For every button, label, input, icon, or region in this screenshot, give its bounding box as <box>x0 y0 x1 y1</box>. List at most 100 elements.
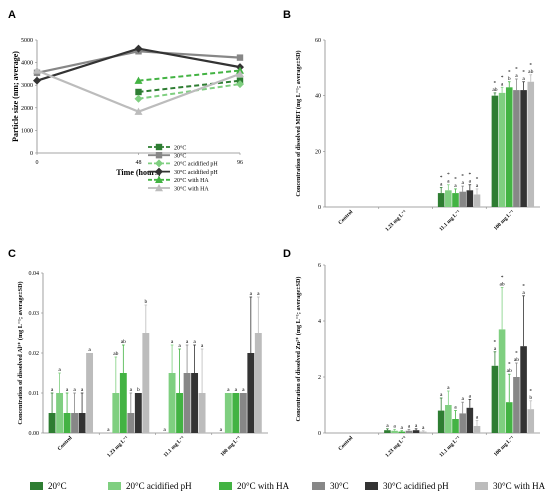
category-label: Control <box>57 435 74 452</box>
significance-label: ab <box>528 69 533 75</box>
y-tick-label: 0 <box>318 205 321 211</box>
bar <box>176 393 184 433</box>
significance-label: a <box>81 387 84 393</box>
significance-label: a <box>422 425 425 431</box>
y-tick-label: 4000 <box>21 61 33 67</box>
significance-label: a <box>58 367 61 373</box>
y-axis-title: Concentration of dissolved Al³⁺ (mg L⁻¹;… <box>17 281 24 424</box>
bar <box>384 430 391 433</box>
bar <box>491 95 499 207</box>
y-tick-label: 20 <box>315 149 321 155</box>
y-tick-label: 6 <box>318 263 321 269</box>
bar <box>473 194 481 207</box>
category-label: 11.1 mg L⁻¹ <box>438 209 462 233</box>
significance-label: * <box>440 175 443 181</box>
y-axis-title: Concentration of dissolved Zn²⁺ (mg L⁻¹;… <box>295 277 302 422</box>
data-point <box>134 107 143 115</box>
significance-label: * <box>508 362 511 368</box>
legend-label: 20°C <box>174 144 186 151</box>
significance-label: ab <box>113 351 118 357</box>
panel-d-bar-chart: 0 2 4 6 Control 1.23 mg L⁻¹ 11.1 mg L⁻¹ 100 mg … <box>295 263 540 459</box>
bar <box>78 413 86 433</box>
category-label: Control <box>337 209 354 226</box>
significance-label: a <box>130 387 133 393</box>
bar <box>168 373 176 433</box>
bar <box>224 393 232 433</box>
legend-swatch <box>30 482 43 490</box>
significance-label: a <box>408 423 411 429</box>
significance-label: a <box>494 346 497 352</box>
significance-label: * <box>494 339 497 345</box>
significance-label: ab <box>499 281 504 287</box>
significance-label: a <box>193 339 196 345</box>
legend-label: 30°C acidified pH <box>383 481 449 491</box>
bar <box>254 333 262 433</box>
significance-label: a <box>186 339 189 345</box>
category-label: 100 mg L⁻¹ <box>493 435 516 458</box>
category-label: 11.1 mg L⁻¹ <box>163 435 187 459</box>
significance-label: a <box>178 343 181 349</box>
bar <box>452 419 459 433</box>
significance-label: * <box>522 69 525 75</box>
legend-label: 20°C acidified pH <box>174 161 218 168</box>
significance-label: * <box>501 275 504 281</box>
y-tick-label: 0.01 <box>29 391 40 397</box>
significance-label: * <box>494 80 497 86</box>
series-line <box>138 79 241 93</box>
data-point <box>236 80 244 89</box>
significance-label: * <box>515 66 518 72</box>
significance-label: a <box>469 393 472 399</box>
bar <box>127 413 135 433</box>
y-tick-label: 0 <box>318 431 321 437</box>
y-tick-label: 0.02 <box>29 351 40 357</box>
significance-label: a <box>66 387 69 393</box>
significance-label: a <box>88 347 91 353</box>
significance-label: a <box>107 427 110 433</box>
bar <box>405 430 413 433</box>
significance-label: a <box>163 427 166 433</box>
panel-c-bar-chart: 0.00 0.01 0.02 0.03 0.04 Control 1.23 mg L⁻¹ 11… <box>17 271 268 459</box>
significance-label: a <box>461 180 464 186</box>
bar <box>498 92 506 207</box>
y-tick-label: 0.04 <box>29 271 40 277</box>
bar <box>71 413 79 433</box>
bar <box>239 393 247 433</box>
significance-label: a <box>227 387 230 393</box>
legend-swatch-marker <box>155 167 163 176</box>
category-label: 1.23 mg L⁻¹ <box>384 435 408 459</box>
bar <box>437 193 445 207</box>
significance-label: a <box>415 423 418 429</box>
bar <box>505 87 513 207</box>
panel-letter-d: D <box>283 248 291 260</box>
legend-swatch-marker <box>155 159 163 168</box>
legend-swatch <box>219 482 232 490</box>
legend-label: 30°C with HA <box>174 185 209 192</box>
legend-swatch <box>312 482 325 490</box>
bar <box>398 431 406 433</box>
bar <box>505 402 513 433</box>
y-axis-title: Particle size (nm; average) <box>11 51 20 142</box>
legend-swatch <box>108 482 121 490</box>
category-label: 100 mg L⁻¹ <box>220 435 243 458</box>
bar <box>232 393 240 433</box>
y-tick-label: 2 <box>318 375 321 381</box>
significance-label: * <box>461 174 464 180</box>
legend-swatch <box>365 482 378 490</box>
bar <box>527 409 535 433</box>
significance-label: a <box>73 387 76 393</box>
significance-label: * <box>522 283 525 289</box>
x-tick-label: 96 <box>237 160 243 166</box>
legend-label: 20°C acidified pH <box>126 481 192 491</box>
bar <box>419 431 427 433</box>
category-label: 1.23 mg L⁻¹ <box>384 209 408 233</box>
bar <box>134 393 142 433</box>
legend-swatch-marker <box>155 175 163 183</box>
y-tick-label: 0.00 <box>29 431 40 437</box>
significance-label: a <box>515 73 518 79</box>
data-point <box>33 76 41 85</box>
significance-label: a <box>461 396 464 402</box>
bar <box>445 405 452 433</box>
series-line <box>138 83 241 100</box>
significance-label: * <box>529 388 532 394</box>
significance-label: a <box>522 76 525 82</box>
